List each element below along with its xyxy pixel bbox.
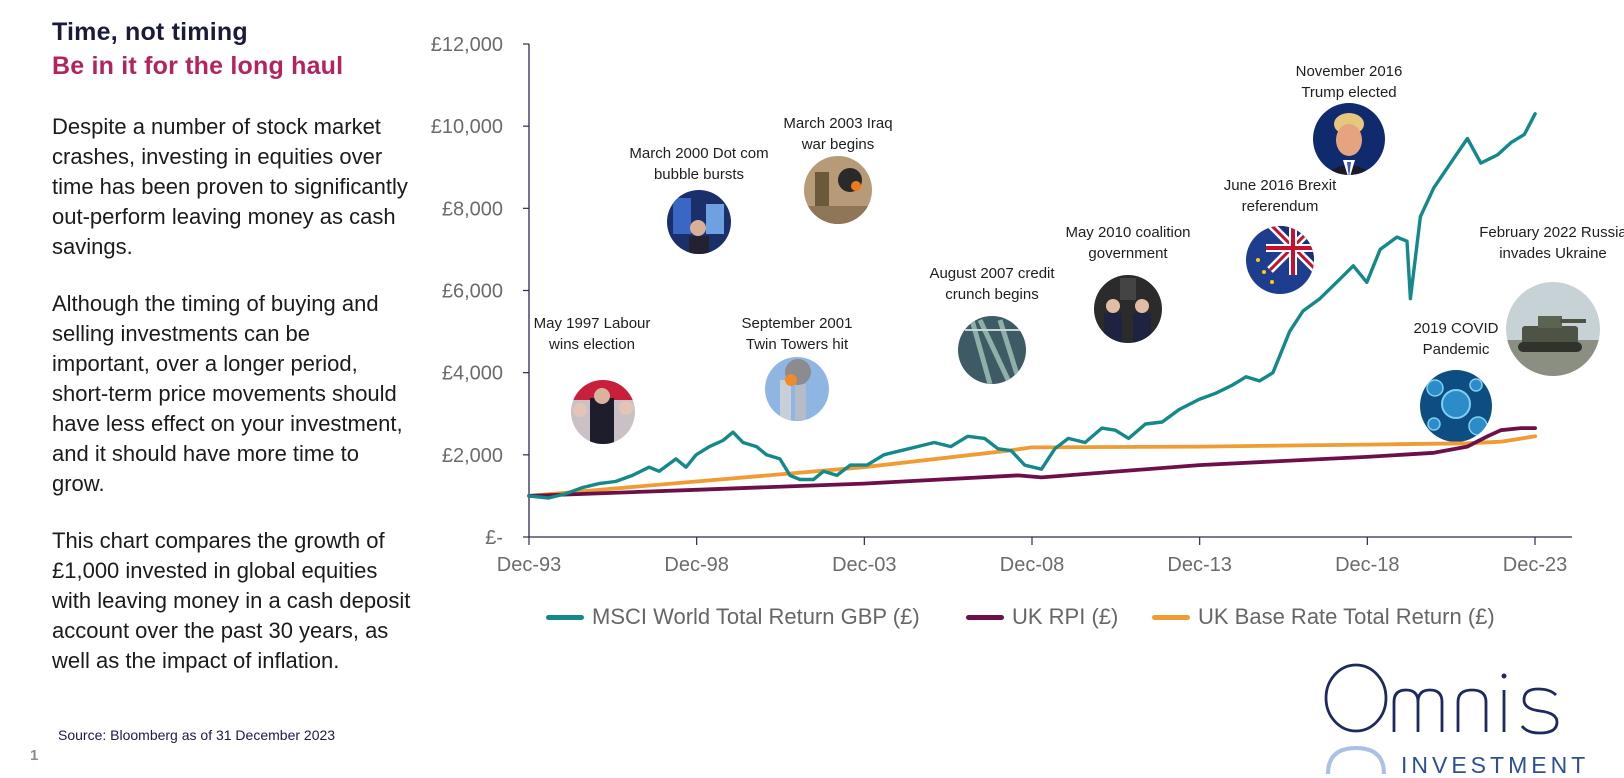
annotation-label: invades Ukraine bbox=[1499, 245, 1607, 262]
annotation-label: wins election bbox=[548, 336, 635, 353]
omnis-logo: INVESTMENTS bbox=[1324, 663, 1586, 774]
msci-series-line bbox=[527, 112, 1537, 500]
intro-paragraph: Despite a number of stock market crashes… bbox=[52, 114, 408, 259]
y-tick-label: £6,000 bbox=[442, 281, 503, 303]
y-tick-label: £- bbox=[485, 527, 503, 549]
legend-swatch-rpi bbox=[966, 614, 1004, 620]
annotation-label: bubble bursts bbox=[654, 166, 744, 183]
annotation-label: Pandemic bbox=[1423, 341, 1490, 358]
legend-label-rpi: UK RPI (£) bbox=[1012, 604, 1119, 629]
y-tick-label: £4,000 bbox=[442, 363, 503, 385]
annotation-label: government bbox=[1088, 245, 1168, 262]
omnis-logo-tagline: INVESTMENTS bbox=[1401, 752, 1586, 774]
legend-swatch-base-rate bbox=[1152, 614, 1190, 620]
legend-label-base-rate: UK Base Rate Total Return (£) bbox=[1198, 604, 1495, 629]
x-tick-label: Dec-18 bbox=[1335, 554, 1399, 576]
credit-crunch-photo bbox=[958, 316, 1026, 384]
y-tick-label: £8,000 bbox=[442, 198, 503, 220]
ukraine-tank-photo bbox=[1506, 282, 1600, 376]
page-subtitle: Be in it for the long haul bbox=[52, 52, 344, 80]
annotation-label: Twin Towers hit bbox=[746, 336, 849, 353]
labour-election-photo bbox=[571, 380, 635, 444]
legend-label-msci: MSCI World Total Return GBP (£) bbox=[592, 604, 920, 629]
annotation-label: war begins bbox=[801, 136, 875, 153]
annotation-label: June 2016 Brexit bbox=[1224, 177, 1337, 194]
trump-photo bbox=[1313, 103, 1385, 175]
y-tick-label: £10,000 bbox=[431, 116, 503, 138]
legend-item-msci: MSCI World Total Return GBP (£) bbox=[546, 604, 920, 630]
brexit-flag-photo bbox=[1246, 226, 1314, 294]
annotation-label: March 2003 Iraq bbox=[783, 115, 892, 132]
dotcom-photo bbox=[667, 190, 731, 254]
twin-towers-photo bbox=[765, 357, 829, 421]
annotation-label: May 1997 Labour bbox=[534, 315, 651, 332]
annotation-label: March 2000 Dot com bbox=[629, 145, 768, 162]
y-tick-label: £2,000 bbox=[442, 445, 503, 467]
annotation-label: November 2016 bbox=[1296, 63, 1403, 80]
y-tick-label: £12,000 bbox=[431, 34, 503, 56]
annotation-label: 2019 COVID bbox=[1413, 320, 1498, 337]
legend-item-base-rate: UK Base Rate Total Return (£) bbox=[1152, 604, 1495, 630]
x-tick-label: Dec-98 bbox=[664, 554, 728, 576]
uk-rpi-series-line bbox=[527, 426, 1537, 498]
x-tick-label: Dec-03 bbox=[832, 554, 896, 576]
x-tick-label: Dec-93 bbox=[497, 554, 561, 576]
page-number: 1 bbox=[30, 747, 39, 764]
covid-virus-photo bbox=[1420, 370, 1492, 442]
source-note: Source: Bloomberg as of 31 December 2023 bbox=[58, 727, 336, 743]
legend-swatch-msci bbox=[546, 614, 584, 620]
annotation-label: September 2001 bbox=[742, 315, 853, 332]
x-tick-label: Dec-08 bbox=[1000, 554, 1064, 576]
coalition-photo bbox=[1094, 275, 1162, 343]
timing-paragraph: Although the timing of buying and sellin… bbox=[52, 291, 403, 496]
chart-description-paragraph: This chart compares the growth of £1,000… bbox=[52, 528, 411, 673]
page-title: Time, not timing bbox=[52, 18, 248, 46]
annotation-label: May 2010 coalition bbox=[1065, 224, 1190, 241]
x-tick-label: Dec-23 bbox=[1503, 554, 1567, 576]
legend-item-rpi: UK RPI (£) bbox=[966, 604, 1118, 630]
annotation-label: Trump elected bbox=[1301, 84, 1396, 101]
base-rate-series-line bbox=[527, 434, 1537, 498]
annotation-label: referendum bbox=[1242, 198, 1319, 215]
iraq-war-photo bbox=[804, 156, 872, 224]
annotation-label: August 2007 credit bbox=[929, 265, 1055, 282]
annotation-label: February 2022 Russia bbox=[1479, 224, 1624, 241]
x-tick-label: Dec-13 bbox=[1167, 554, 1231, 576]
annotation-label: crunch begins bbox=[945, 286, 1038, 303]
